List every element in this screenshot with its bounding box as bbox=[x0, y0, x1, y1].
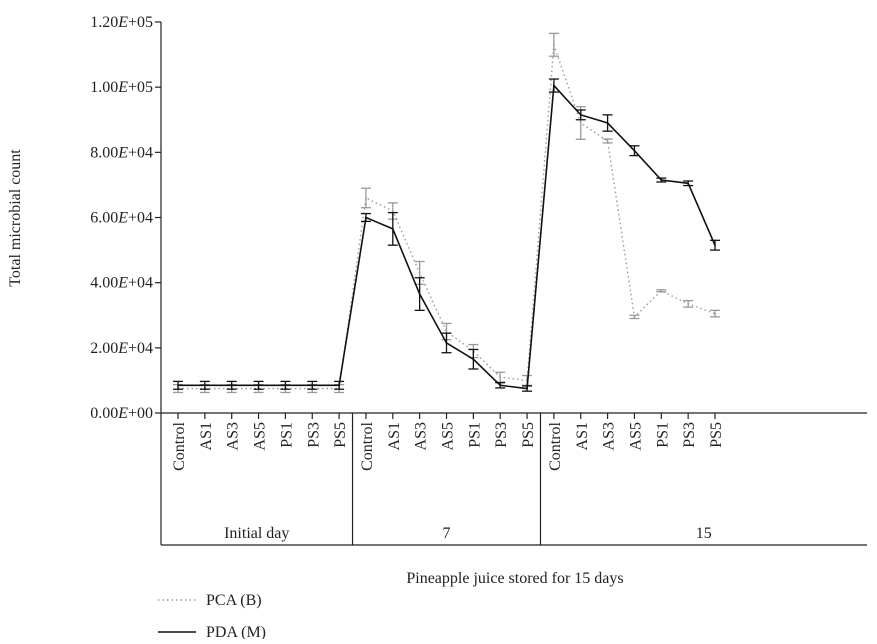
data-point-s1-10 bbox=[445, 342, 448, 344]
x-tick-label-18: PS1 bbox=[654, 422, 671, 448]
y-axis-title: Total microbial count bbox=[7, 149, 24, 287]
data-point-s1-17 bbox=[633, 149, 636, 152]
x-tick-label-3: AS5 bbox=[252, 422, 269, 450]
x-tick-label-16: AS3 bbox=[601, 422, 618, 450]
data-point-s0-7 bbox=[365, 197, 367, 199]
x-tick-label-1: AS1 bbox=[198, 422, 215, 450]
y-tick-label-5: 1.00E+05 bbox=[90, 79, 153, 96]
data-point-s1-14 bbox=[553, 84, 555, 87]
data-point-s0-14 bbox=[553, 44, 555, 46]
legend-label-0: PCA (B) bbox=[206, 592, 262, 609]
x-axis-title: Pineapple juice stored for 15 days bbox=[406, 570, 623, 587]
data-point-s1-11 bbox=[472, 358, 475, 361]
x-tick-label-6: PS5 bbox=[332, 422, 349, 448]
data-point-s0-16 bbox=[606, 140, 609, 142]
x-tick-label-12: PS3 bbox=[493, 422, 510, 448]
y-tick-label-3: 6.00E+04 bbox=[90, 210, 153, 227]
data-point-s1-19 bbox=[687, 182, 689, 185]
group-label-0: Initial day bbox=[224, 525, 289, 542]
x-tick-label-7: Control bbox=[359, 421, 376, 470]
y-tick-label-2: 4.00E+04 bbox=[90, 275, 153, 292]
data-point-s1-9 bbox=[418, 293, 421, 295]
data-point-s1-20 bbox=[714, 244, 716, 246]
data-point-s1-15 bbox=[579, 114, 582, 116]
y-tick-label-6: 1.20E+05 bbox=[90, 14, 153, 31]
data-point-s1-8 bbox=[392, 228, 394, 230]
x-tick-label-9: AS3 bbox=[413, 422, 430, 450]
data-point-s1-0 bbox=[177, 384, 179, 387]
y-tick-label-1: 2.00E+04 bbox=[90, 340, 153, 357]
data-point-s0-17 bbox=[633, 316, 636, 318]
data-point-s1-16 bbox=[606, 122, 609, 124]
data-point-s1-2 bbox=[230, 384, 233, 387]
data-point-s0-10 bbox=[445, 330, 448, 333]
data-point-s1-1 bbox=[204, 384, 206, 387]
x-tick-label-20: PS5 bbox=[708, 422, 725, 448]
data-point-s1-12 bbox=[499, 384, 502, 387]
data-point-s1-7 bbox=[365, 216, 367, 219]
data-point-s1-5 bbox=[311, 384, 314, 387]
group-label-1: 7 bbox=[443, 525, 451, 542]
data-point-s1-3 bbox=[257, 384, 260, 387]
legend-label-1: PDA (M) bbox=[206, 624, 266, 639]
x-tick-label-11: PS1 bbox=[466, 422, 483, 448]
x-tick-label-15: AS1 bbox=[574, 422, 591, 450]
x-tick-label-13: PS5 bbox=[520, 422, 537, 448]
x-tick-label-10: AS5 bbox=[440, 422, 457, 450]
x-tick-label-4: PS1 bbox=[278, 422, 295, 448]
data-point-s0-15 bbox=[579, 122, 582, 124]
x-tick-label-5: PS3 bbox=[305, 422, 322, 448]
x-tick-label-14: Control bbox=[547, 421, 564, 470]
y-tick-label-4: 8.00E+04 bbox=[90, 144, 153, 161]
group-label-2: 15 bbox=[696, 525, 712, 542]
data-point-s0-12 bbox=[499, 376, 502, 378]
data-point-s1-18 bbox=[660, 179, 663, 181]
data-point-s0-9 bbox=[418, 272, 421, 274]
x-tick-label-8: AS1 bbox=[386, 422, 403, 450]
data-point-s1-6 bbox=[338, 384, 340, 387]
data-point-s1-4 bbox=[284, 384, 287, 387]
x-tick-label-2: AS3 bbox=[225, 422, 242, 450]
x-tick-label-19: PS3 bbox=[681, 422, 698, 448]
data-point-s0-8 bbox=[392, 210, 394, 212]
data-point-s1-13 bbox=[526, 387, 528, 390]
data-point-s0-19 bbox=[687, 303, 689, 305]
y-tick-label-0: 0.00E+00 bbox=[90, 405, 153, 422]
data-point-s0-20 bbox=[714, 312, 716, 315]
x-tick-label-17: AS5 bbox=[627, 422, 644, 450]
data-point-s0-18 bbox=[660, 290, 663, 292]
x-tick-label-0: Control bbox=[171, 421, 188, 470]
